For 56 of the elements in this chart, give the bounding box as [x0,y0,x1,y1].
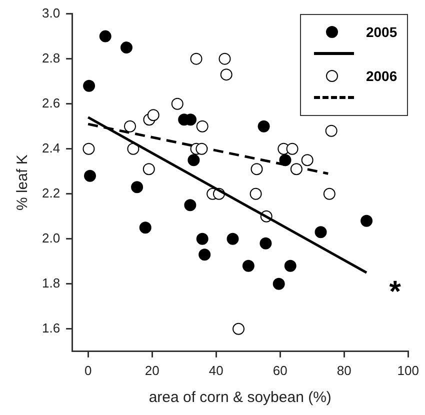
y-tick-label: 2.2 [42,185,60,200]
point [250,188,262,200]
point [272,278,285,290]
point [120,42,132,54]
point [301,154,314,166]
point [124,120,136,132]
y-tick-label: 1.6 [42,320,60,336]
point [83,80,96,92]
x-axis-title: area of corn & soybean (%) [148,389,332,406]
point [147,109,160,122]
point [139,222,152,234]
point [184,199,196,212]
annotation: * [389,276,402,309]
x-tick-label: 20 [144,362,160,378]
point [242,260,254,272]
x-tick-label: 100 [397,362,420,378]
point [196,120,208,132]
point [218,52,231,65]
point [99,30,112,42]
point [325,124,338,137]
point [260,237,272,250]
point [290,163,302,176]
point [82,142,95,155]
x-tick-label: 80 [336,362,352,378]
legend-label: 2005 [366,24,398,40]
x-tick-label: 60 [272,362,288,378]
y-tick-label: 2.8 [42,50,60,66]
point [279,154,292,166]
point [232,322,245,335]
y-tick-label: 2.0 [42,230,60,246]
y-tick-label: 2.4 [42,140,60,156]
point [190,52,202,65]
y-tick-label: 1.8 [42,275,60,290]
point [196,232,208,245]
point [188,154,200,166]
y-axis-title: % leaf K [14,154,32,211]
point [196,142,208,155]
point [314,226,327,238]
x-tick-label: 40 [208,362,224,378]
point [360,214,373,227]
point [84,170,96,182]
point [198,248,211,261]
point [258,120,270,132]
point [171,98,184,110]
point [284,260,296,272]
point [323,188,336,200]
legend-label: 2006 [366,68,398,84]
point [226,232,239,245]
point [286,142,298,155]
point [142,163,155,176]
x-tick-label: 0 [84,362,92,378]
point [220,68,232,81]
point [131,181,144,194]
y-tick-label: 3.0 [42,5,60,20]
point [250,163,263,176]
y-tick-label: 2.6 [42,95,60,110]
